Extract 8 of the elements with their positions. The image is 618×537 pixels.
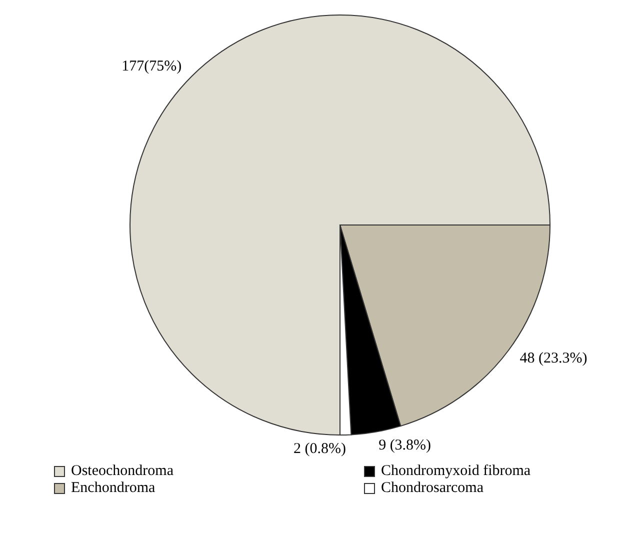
legend-label: Chondromyxoid fibroma (381, 463, 531, 480)
legend-label: Chondrosarcoma (381, 480, 484, 497)
data-label: 2 (0.8%) (293, 440, 346, 457)
data-label: 9 (3.8%) (378, 438, 432, 454)
data-label: 177(75%) (122, 58, 182, 75)
data-label: 48 (23.3%) (520, 350, 588, 367)
legend-label: Osteochondroma (71, 463, 174, 480)
legend-label: Enchondroma (71, 480, 156, 497)
